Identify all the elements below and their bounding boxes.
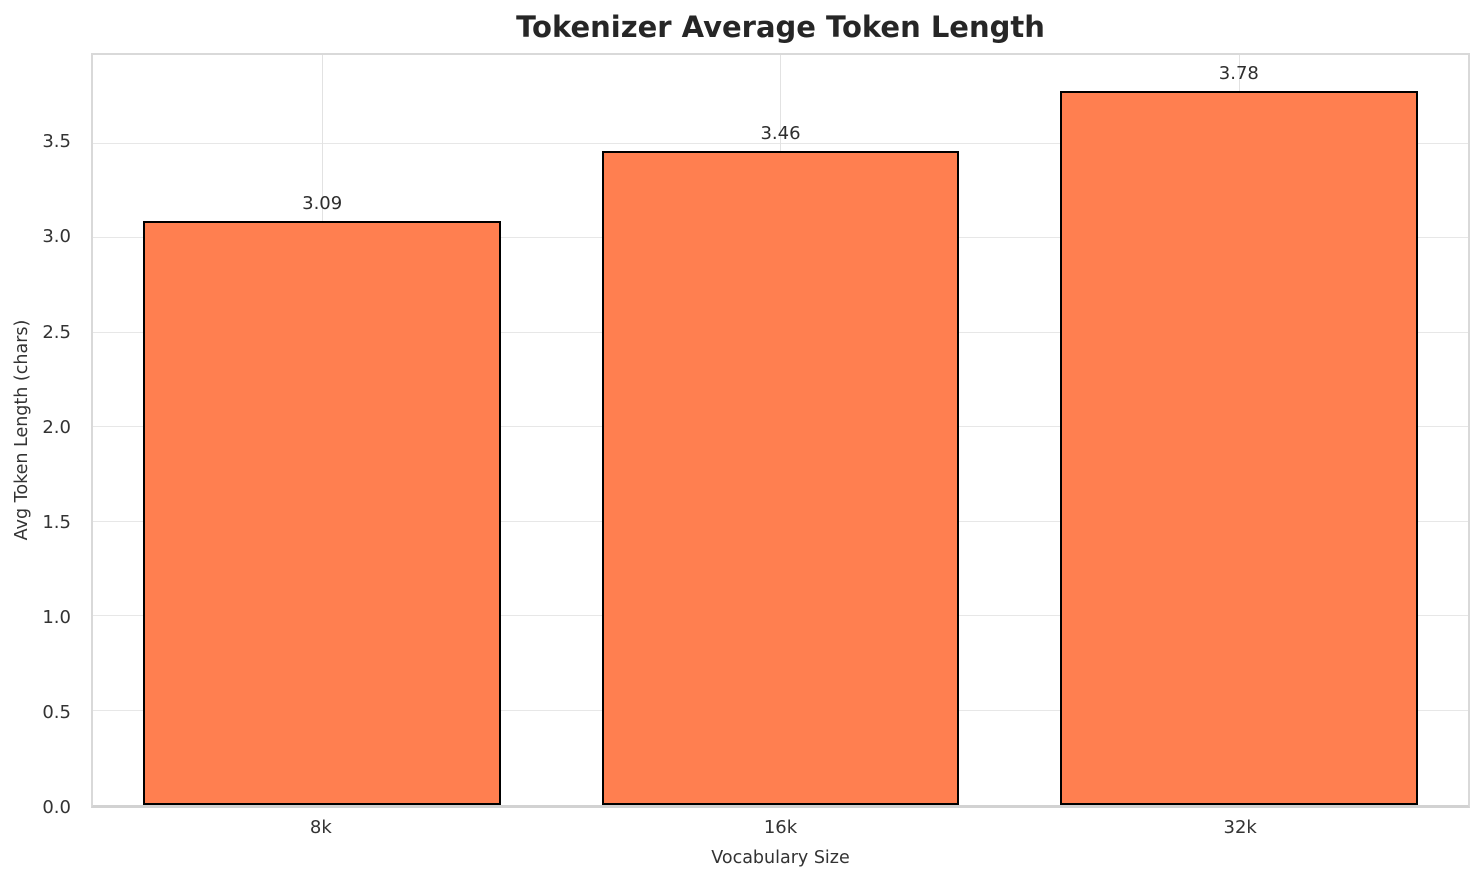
bar-group-8k: 3.09 xyxy=(93,55,551,805)
x-tick-labels: 8k 16k 32k xyxy=(91,817,1470,838)
y-tick: 1.5 xyxy=(42,511,71,533)
y-tick: 0.5 xyxy=(42,701,71,723)
y-tick: 2.5 xyxy=(42,321,71,343)
bar-value-label: 3.46 xyxy=(760,123,801,145)
y-tick: 1.0 xyxy=(42,606,71,628)
y-tick: 0.0 xyxy=(42,797,71,818)
y-tick: 3.5 xyxy=(42,131,71,153)
bars-layer: 3.09 3.46 3.78 xyxy=(93,55,1468,805)
x-axis-label: Vocabulary Size xyxy=(711,848,850,868)
bar-group-16k: 3.46 xyxy=(551,55,1009,805)
plot-area: 3.09 3.46 3.78 xyxy=(91,53,1470,808)
x-tick-32k: 32k xyxy=(1223,817,1257,838)
bar-value-label: 3.78 xyxy=(1218,62,1259,84)
x-tick-16k: 16k xyxy=(763,817,798,838)
x-tick-8k: 8k xyxy=(309,817,332,838)
bar-group-32k: 3.78 xyxy=(1010,55,1468,805)
bar-16k xyxy=(601,151,960,805)
chart-title: Tokenizer Average Token Length xyxy=(516,10,1045,44)
bar-32k xyxy=(1060,90,1418,805)
bar-value-label: 3.09 xyxy=(302,193,343,215)
y-tick-labels: 0.0 0.5 1.0 1.5 2.0 2.5 3.0 3.5 xyxy=(0,53,83,817)
y-tick: 2.0 xyxy=(42,416,71,438)
bar-8k xyxy=(143,221,501,805)
y-tick: 3.0 xyxy=(42,226,71,248)
